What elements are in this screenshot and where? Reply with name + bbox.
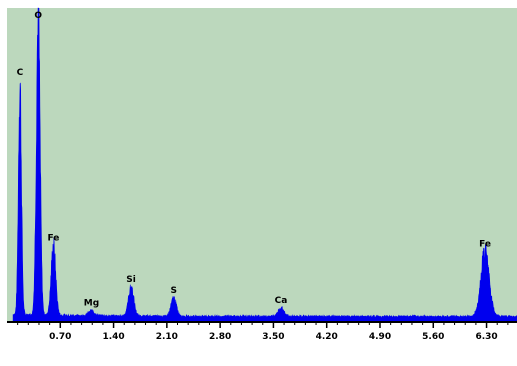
peak-label: Si	[126, 275, 136, 285]
x-tick-label: 4.20	[316, 332, 338, 342]
spectrum-series	[12, 7, 517, 322]
spectrum-area	[12, 7, 517, 322]
x-tick-label: 0.70	[49, 332, 71, 342]
plot-background	[7, 8, 517, 321]
x-tick-label: 6.30	[475, 332, 497, 342]
peak-label: O	[34, 11, 42, 21]
peak-label: Ca	[275, 296, 288, 306]
x-tick-label: 4.90	[369, 332, 391, 342]
x-tick-label: 2.10	[156, 332, 178, 342]
x-tick-label: 5.60	[422, 332, 444, 342]
peak-label: Fe	[479, 239, 491, 249]
x-tick-label: 3.50	[262, 332, 284, 342]
peak-labels: C O Fe Mg Si S Ca Fe	[17, 11, 491, 309]
peak-label: Fe	[47, 233, 59, 243]
peak-label: S	[170, 286, 176, 296]
x-tick-label: 1.40	[102, 332, 124, 342]
x-axis-ticks: 0.70 1.40 2.10 2.80 3.50 4.20 4.90 5.60 6.30	[17, 322, 509, 342]
x-tick-label: 2.80	[209, 332, 231, 342]
peak-label: Mg	[84, 299, 99, 309]
peak-label: C	[17, 68, 24, 78]
